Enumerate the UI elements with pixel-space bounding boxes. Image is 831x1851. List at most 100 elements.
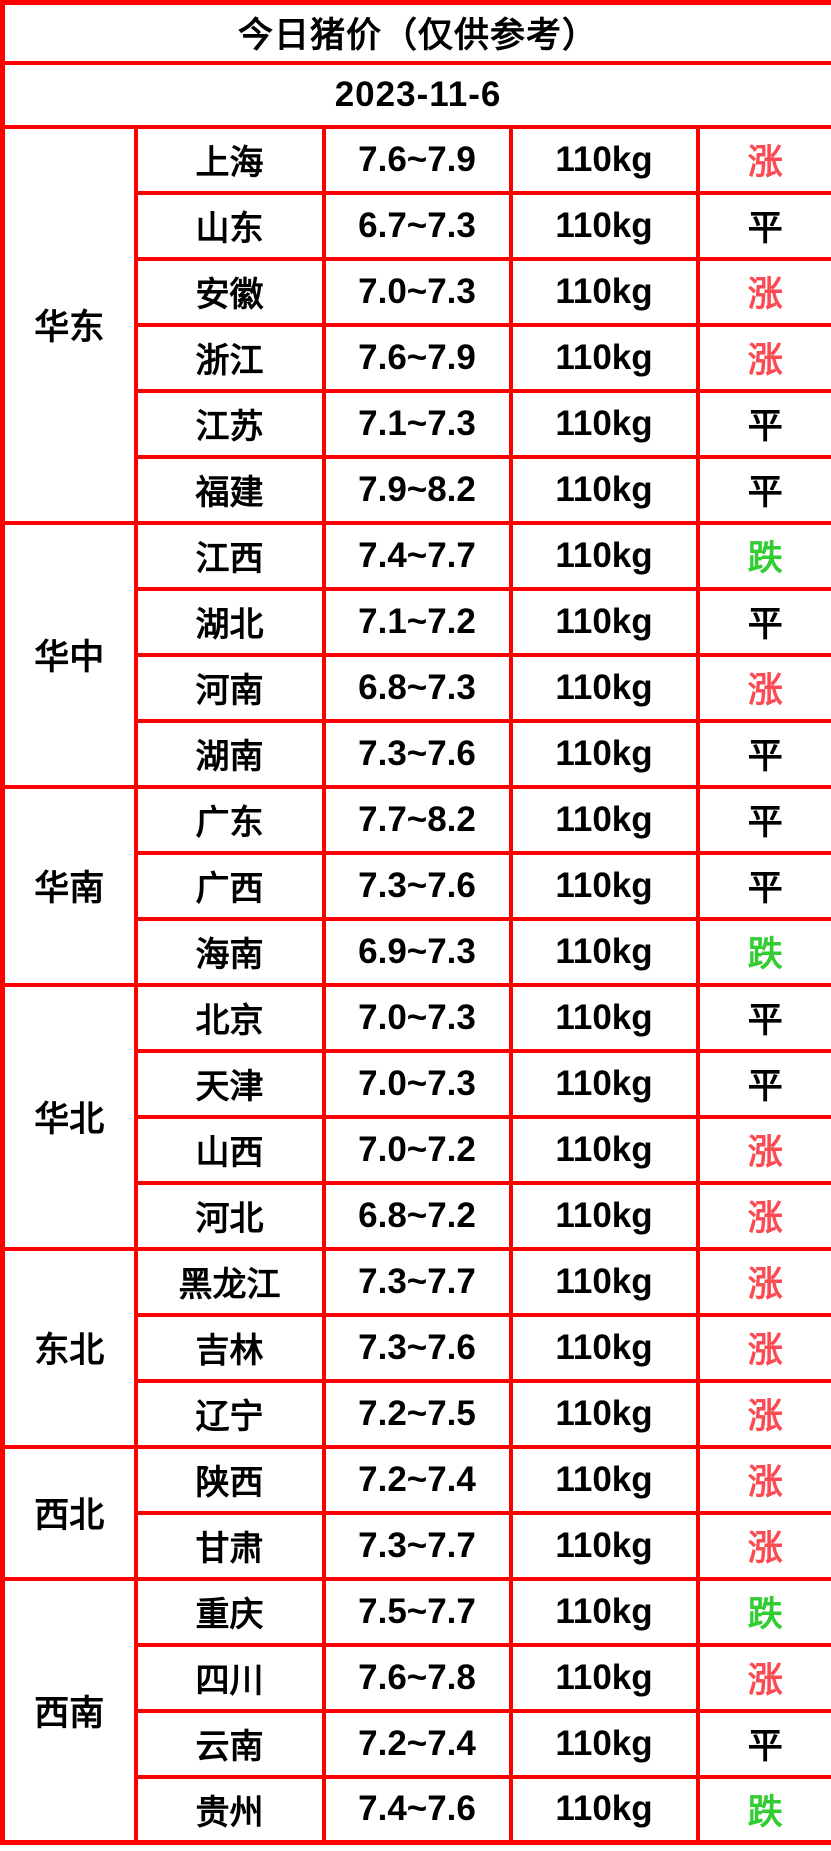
trend-cell: 跌 (695, 916, 831, 987)
trend-cell: 涨 (695, 1180, 831, 1251)
table-row: 华南 广东 7.7~8.2 110kg 平 (0, 784, 831, 987)
table-row: 四川 7.6~7.8 110kg 涨 (3, 1642, 831, 1713)
table-row: 广西 7.3~7.6 110kg 平 (3, 850, 831, 921)
weight-cell: 110kg (508, 190, 700, 261)
table-row: 甘肃 7.3~7.7 110kg 涨 (3, 1510, 831, 1581)
weight-cell: 110kg (508, 256, 700, 327)
trend-cell: 涨 (695, 1114, 831, 1185)
trend-cell: 平 (695, 718, 831, 789)
province-cell: 河南 (133, 652, 326, 723)
region-cell-xinan: 西南 (0, 1576, 138, 1845)
trend-cell: 平 (695, 190, 831, 261)
trend-cell: 跌 (695, 1774, 831, 1845)
price-cell: 7.0~7.3 (321, 982, 513, 1053)
weight-cell: 110kg (508, 1774, 700, 1845)
province-cell: 上海 (133, 124, 326, 195)
price-cell: 6.8~7.2 (321, 1180, 513, 1251)
weight-cell: 110kg (508, 652, 700, 723)
province-cell: 湖北 (133, 586, 326, 657)
weight-cell: 110kg (508, 784, 700, 855)
table-row: 福建 7.9~8.2 110kg 平 (3, 454, 831, 525)
region-cell-huazhong: 华中 (0, 520, 138, 789)
price-cell: 7.2~7.4 (321, 1444, 513, 1515)
trend-cell: 涨 (695, 256, 831, 327)
trend-cell: 平 (695, 1048, 831, 1119)
price-cell: 7.6~7.8 (321, 1642, 513, 1713)
province-cell: 吉林 (133, 1312, 326, 1383)
weight-cell: 110kg (508, 1576, 700, 1647)
price-cell: 7.3~7.6 (321, 1312, 513, 1383)
weight-cell: 110kg (508, 520, 700, 591)
trend-cell: 涨 (695, 1510, 831, 1581)
price-cell: 7.5~7.7 (321, 1576, 513, 1647)
weight-cell: 110kg (508, 124, 700, 195)
price-cell: 6.7~7.3 (321, 190, 513, 261)
province-cell: 广西 (133, 850, 326, 921)
table-row: 西北 陕西 7.2~7.4 110kg 涨 (0, 1444, 831, 1581)
province-cell: 甘肃 (133, 1510, 326, 1581)
price-cell: 7.3~7.7 (321, 1510, 513, 1581)
trend-cell: 平 (695, 454, 831, 525)
price-cell: 6.9~7.3 (321, 916, 513, 987)
trend-cell: 涨 (695, 1312, 831, 1383)
trend-cell: 涨 (695, 322, 831, 393)
price-cell: 6.8~7.3 (321, 652, 513, 723)
weight-cell: 110kg (508, 586, 700, 657)
date-row: 2023-11-6 (0, 60, 831, 129)
table-row: 云南 7.2~7.4 110kg 平 (3, 1708, 831, 1779)
trend-cell: 跌 (695, 1576, 831, 1647)
weight-cell: 110kg (508, 454, 700, 525)
province-cell: 湖南 (133, 718, 326, 789)
region-cell-huanan: 华南 (0, 784, 138, 987)
table-row: 辽宁 7.2~7.5 110kg 涨 (3, 1378, 831, 1449)
table-row: 海南 6.9~7.3 110kg 跌 (3, 916, 831, 987)
weight-cell: 110kg (508, 1642, 700, 1713)
price-cell: 7.4~7.6 (321, 1774, 513, 1845)
price-cell: 7.0~7.2 (321, 1114, 513, 1185)
province-cell: 重庆 (133, 1576, 326, 1647)
weight-cell: 110kg (508, 388, 700, 459)
price-cell: 7.3~7.6 (321, 718, 513, 789)
trend-cell: 涨 (695, 124, 831, 195)
province-cell: 山东 (133, 190, 326, 261)
province-cell: 山西 (133, 1114, 326, 1185)
province-cell: 福建 (133, 454, 326, 525)
price-cell: 7.0~7.3 (321, 256, 513, 327)
price-cell: 7.7~8.2 (321, 784, 513, 855)
table-row: 贵州 7.4~7.6 110kg 跌 (3, 1774, 831, 1845)
table-row: 华东 上海 7.6~7.9 110kg 涨 (0, 124, 831, 525)
table-row: 天津 7.0~7.3 110kg 平 (3, 1048, 831, 1119)
price-cell: 7.6~7.9 (321, 322, 513, 393)
price-cell: 7.3~7.7 (321, 1246, 513, 1317)
table-row: 河北 6.8~7.2 110kg 涨 (3, 1180, 831, 1251)
trend-cell: 平 (695, 784, 831, 855)
weight-cell: 110kg (508, 1708, 700, 1779)
province-cell: 贵州 (133, 1774, 326, 1845)
province-cell: 河北 (133, 1180, 326, 1251)
trend-cell: 跌 (695, 520, 831, 591)
weight-cell: 110kg (508, 1312, 700, 1383)
region-cell-xibei: 西北 (0, 1444, 138, 1581)
trend-cell: 涨 (695, 1378, 831, 1449)
price-cell: 7.6~7.9 (321, 124, 513, 195)
province-cell: 浙江 (133, 322, 326, 393)
table-row: 山东 6.7~7.3 110kg 平 (3, 190, 831, 261)
price-cell: 7.9~8.2 (321, 454, 513, 525)
table-row: 浙江 7.6~7.9 110kg 涨 (3, 322, 831, 393)
weight-cell: 110kg (508, 982, 700, 1053)
weight-cell: 110kg (508, 322, 700, 393)
region-cell-huabei: 华北 (0, 982, 138, 1251)
weight-cell: 110kg (508, 1510, 700, 1581)
weight-cell: 110kg (508, 718, 700, 789)
price-cell: 7.4~7.7 (321, 520, 513, 591)
weight-cell: 110kg (508, 1378, 700, 1449)
table-row: 江苏 7.1~7.3 110kg 平 (3, 388, 831, 459)
trend-cell: 平 (695, 388, 831, 459)
weight-cell: 110kg (508, 1048, 700, 1119)
trend-cell: 平 (695, 850, 831, 921)
date-label: 2023-11-6 (0, 60, 831, 129)
table-row: 山西 7.0~7.2 110kg 涨 (3, 1114, 831, 1185)
price-cell: 7.2~7.4 (321, 1708, 513, 1779)
province-cell: 辽宁 (133, 1378, 326, 1449)
